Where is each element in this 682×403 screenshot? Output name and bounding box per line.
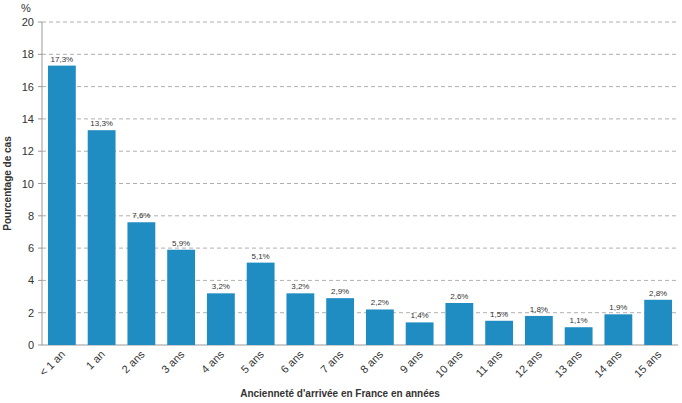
tick-label: 8 bbox=[28, 210, 34, 222]
tick-mark bbox=[38, 118, 42, 119]
tick-mark bbox=[38, 86, 42, 87]
category-label: 10 ans bbox=[433, 348, 465, 380]
tick-label: 12 bbox=[22, 145, 34, 157]
y-axis-label: Pourcentage de cas bbox=[2, 136, 13, 231]
x-axis-label: Ancienneté d'arrivée en France en années bbox=[240, 388, 440, 399]
category-label: 9 ans bbox=[398, 348, 426, 376]
bar bbox=[207, 293, 235, 345]
data-label: 2,2% bbox=[371, 298, 389, 307]
data-label: 2,9% bbox=[331, 287, 349, 296]
category-label: 15 ans bbox=[632, 348, 664, 380]
category-label: 3 ans bbox=[159, 348, 187, 376]
tick-mark bbox=[38, 183, 42, 184]
category-label: 4 ans bbox=[199, 348, 227, 376]
bar bbox=[127, 222, 155, 345]
tick-label: 14 bbox=[22, 113, 34, 125]
data-label: 1,1% bbox=[570, 316, 588, 325]
y-axis-line bbox=[42, 22, 43, 345]
tick-label: 2 bbox=[28, 307, 34, 319]
data-label: 2,8% bbox=[649, 289, 667, 298]
tick-mark bbox=[38, 22, 42, 23]
unit-annotation: % bbox=[21, 2, 31, 14]
bar bbox=[48, 66, 76, 345]
tick-mark bbox=[38, 280, 42, 281]
chart-container: 0 2 4 6 8 10 12 14 16 18 20 17,3% 13,3% 7,6% 5,9% 3,2% 5… bbox=[0, 0, 682, 403]
bar bbox=[247, 263, 275, 345]
data-label: 3,2% bbox=[291, 282, 309, 291]
grid-line bbox=[42, 54, 678, 55]
grid-line bbox=[42, 183, 678, 184]
data-label: 1,4% bbox=[411, 311, 429, 320]
data-label: 5,1% bbox=[252, 252, 270, 261]
data-label: 5,9% bbox=[172, 239, 190, 248]
tick-label: 18 bbox=[22, 48, 34, 60]
tick-label: 20 bbox=[22, 16, 34, 28]
grid-line bbox=[42, 22, 678, 23]
data-label: 1,9% bbox=[609, 303, 627, 312]
tick-mark bbox=[38, 215, 42, 216]
chart: 0 2 4 6 8 10 12 14 16 18 20 17,3% 13,3% 7,6% 5,9% 3,2% 5… bbox=[0, 0, 682, 403]
category-label: 14 ans bbox=[592, 348, 624, 380]
data-label: 13,3% bbox=[90, 119, 113, 128]
bar bbox=[565, 327, 593, 345]
data-label: 7,6% bbox=[132, 211, 150, 220]
grid-line bbox=[42, 86, 678, 87]
grid-line bbox=[42, 118, 678, 119]
category-label: 2 ans bbox=[119, 348, 147, 376]
data-label: 2,6% bbox=[450, 292, 468, 301]
category-label: 1 an bbox=[83, 348, 107, 372]
category-label: 6 ans bbox=[278, 348, 306, 376]
category-label: 7 ans bbox=[318, 348, 346, 376]
bar bbox=[167, 250, 195, 345]
category-label: 12 ans bbox=[512, 348, 544, 380]
bar bbox=[326, 298, 354, 345]
data-label: 17,3% bbox=[51, 55, 74, 64]
data-label: 1,8% bbox=[530, 305, 548, 314]
tick-mark bbox=[38, 54, 42, 55]
data-label: 1,5% bbox=[490, 310, 508, 319]
tick-mark bbox=[38, 151, 42, 152]
category-label: 5 ans bbox=[239, 348, 267, 376]
bar bbox=[485, 321, 513, 345]
bar bbox=[406, 322, 434, 345]
tick-label: 6 bbox=[28, 242, 34, 254]
bar bbox=[286, 293, 314, 345]
bar bbox=[525, 316, 553, 345]
bar bbox=[604, 314, 632, 345]
tick-mark bbox=[38, 345, 42, 346]
tick-label: 4 bbox=[28, 274, 34, 286]
grid-line bbox=[42, 151, 678, 152]
tick-label: 16 bbox=[22, 81, 34, 93]
tick-mark bbox=[38, 312, 42, 313]
category-label: 11 ans bbox=[473, 348, 505, 380]
tick-label: 10 bbox=[22, 178, 34, 190]
bars bbox=[48, 66, 672, 345]
tick-label: 0 bbox=[28, 339, 34, 351]
bar bbox=[644, 300, 672, 345]
tick-mark bbox=[38, 248, 42, 249]
category-label: 8 ans bbox=[358, 348, 386, 376]
bar bbox=[445, 303, 473, 345]
category-label: < 1 an bbox=[37, 348, 67, 378]
bar bbox=[88, 130, 116, 345]
bar bbox=[366, 309, 394, 345]
data-label: 3,2% bbox=[212, 282, 230, 291]
category-label: 13 ans bbox=[552, 348, 584, 380]
